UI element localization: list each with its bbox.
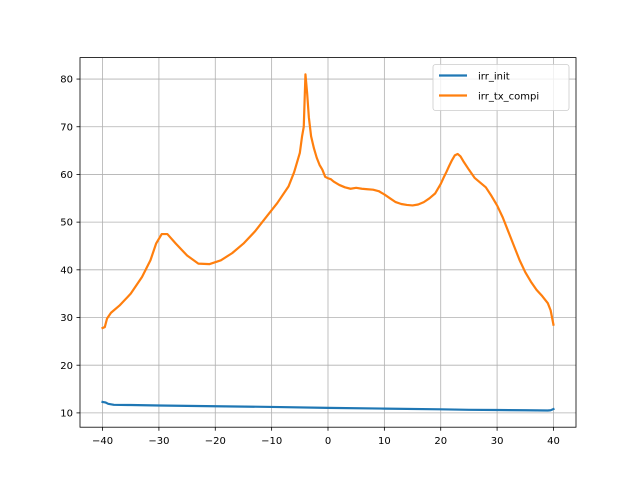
x-tick-label: 10 [378,436,391,447]
x-tick-label: −40 [92,436,113,447]
x-tick-label: 20 [434,436,447,447]
x-tick-label: −30 [148,436,169,447]
x-tick-label: 30 [491,436,504,447]
y-tick-label: 70 [60,122,73,133]
legend-label: irr_init [478,72,510,83]
y-tick-label: 10 [60,408,73,419]
x-tick-label: −20 [205,436,226,447]
x-tick-label: −10 [261,436,282,447]
y-tick-label: 50 [60,218,73,229]
x-tick-label: 40 [547,436,560,447]
series-line-irr-tx-compi [101,73,555,330]
legend-label: irr_tx_compi [478,92,539,103]
series-line-irr-init [101,400,555,412]
y-tick-label: 20 [60,361,73,372]
y-tick-label: 40 [60,265,73,276]
y-tick-label: 60 [60,170,73,181]
x-axis: −40 −30 −20 −10 0 10 20 30 40 [92,427,560,447]
series-lines [101,73,555,412]
y-tick-label: 80 [60,75,73,86]
y-tick-label: 30 [60,313,73,324]
x-tick-label: 0 [325,436,331,447]
y-axis: 10 20 30 40 50 60 70 80 [60,75,80,419]
legend: irr_init irr_tx_compi [432,64,570,111]
